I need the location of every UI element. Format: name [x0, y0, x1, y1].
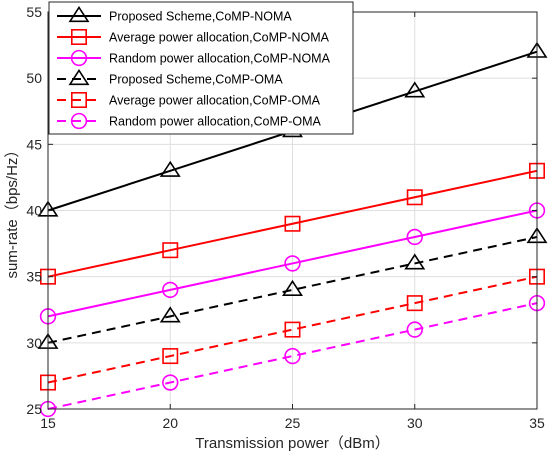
square-marker	[284, 215, 301, 232]
legend-label: Proposed Scheme,CoMP-NOMA	[109, 10, 292, 24]
legend-entry-4: Proposed Scheme,CoMP-OMA	[57, 68, 283, 87]
series-line	[47, 275, 538, 384]
x-tick-label: 15	[40, 415, 56, 431]
x-tick-label: 30	[407, 415, 423, 431]
legend: Proposed Scheme,CoMP-NOMA Average power a…	[48, 1, 354, 135]
x-tick-label: 35	[529, 415, 545, 431]
y-tick-label: 55	[26, 4, 42, 20]
x-axis-label: Transmission power（dBm）	[195, 435, 390, 452]
triangle-marker	[159, 160, 181, 177]
triangle-marker	[159, 306, 181, 323]
legend-entry-1: Proposed Scheme,CoMP-NOMA	[57, 5, 292, 24]
legend-entry-2: Average power allocation,CoMP-NOMA	[57, 28, 330, 45]
y-tick-label: 50	[26, 70, 42, 86]
triangle-marker	[282, 279, 303, 297]
square-marker	[284, 321, 301, 338]
series-line	[47, 169, 538, 278]
legend-entry-3: Random power allocation,CoMP-NOMA	[57, 49, 331, 67]
x-tick-label: 20	[162, 415, 178, 431]
circle-marker	[70, 112, 88, 130]
circle-marker	[162, 281, 179, 299]
series-line	[47, 235, 538, 344]
circle-marker	[406, 228, 423, 246]
legend-label: Random power allocation,CoMP-NOMA	[109, 52, 331, 66]
triangle-marker	[68, 5, 90, 23]
y-tick-label: 35	[26, 269, 42, 285]
square-marker	[71, 92, 88, 109]
legend-label: Average power allocation,CoMP-OMA	[109, 94, 321, 108]
y-axis-label: sum-rate（bps/Hz）	[4, 143, 21, 279]
legend-label: Proposed Scheme,CoMP-OMA	[109, 73, 283, 87]
square-marker	[162, 242, 179, 259]
y-tick-label: 45	[26, 136, 42, 152]
circle-marker	[284, 347, 301, 365]
circle-marker	[70, 49, 88, 67]
series-3	[39, 202, 546, 325]
legend-label: Random power allocation,CoMP-OMA	[109, 115, 322, 129]
square-marker	[162, 348, 179, 365]
triangle-marker	[404, 253, 426, 270]
legend-entry-5: Average power allocation,CoMP-OMA	[57, 92, 321, 109]
y-tick-label: 30	[26, 335, 42, 351]
series-line	[47, 302, 538, 410]
circle-marker	[284, 255, 301, 272]
triangle-marker	[404, 81, 426, 98]
y-tick-label: 25	[26, 401, 42, 417]
square-marker	[71, 28, 88, 45]
y-tick-label: 40	[26, 203, 42, 219]
circle-marker	[162, 374, 179, 391]
x-tick-label: 25	[285, 415, 301, 431]
legend-entry-6: Random power allocation,CoMP-OMA	[57, 112, 322, 130]
circle-marker	[406, 321, 423, 338]
triangle-marker	[68, 68, 90, 86]
series-line	[47, 209, 538, 318]
square-marker	[406, 295, 423, 312]
legend-box	[48, 1, 354, 135]
square-marker	[406, 189, 423, 206]
legend-label: Average power allocation,CoMP-NOMA	[109, 31, 330, 45]
